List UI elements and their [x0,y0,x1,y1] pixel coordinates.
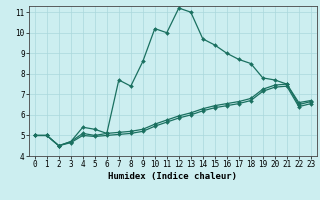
X-axis label: Humidex (Indice chaleur): Humidex (Indice chaleur) [108,172,237,181]
